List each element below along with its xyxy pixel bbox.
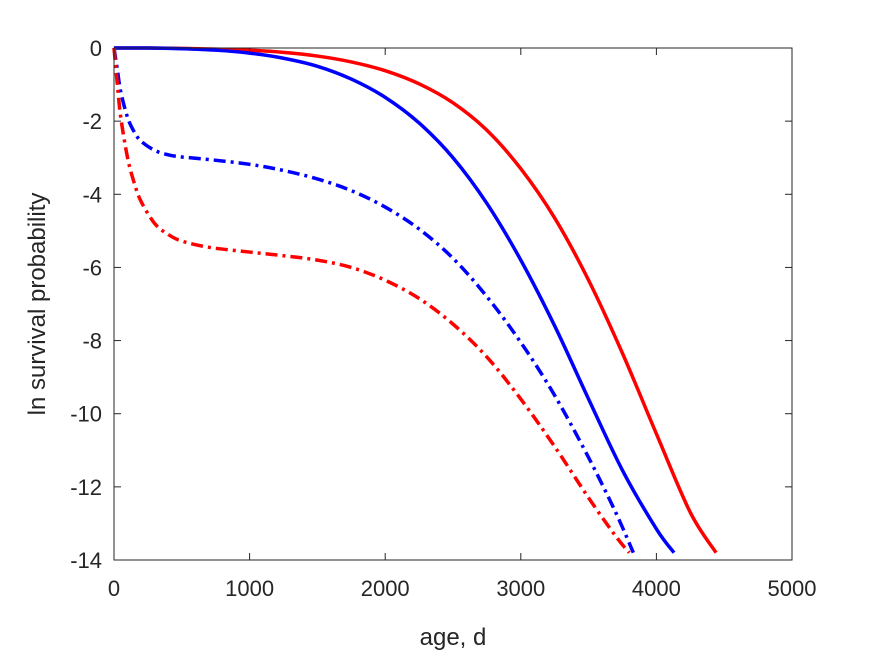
y-axis-label: ln survival probability [24, 193, 51, 416]
ticks-layer: 0 1000 2000 3000 4000 5000 0 -2 -4 -6 -8 -10 -12 -14 [70, 36, 816, 601]
y-tick-label: -10 [70, 402, 102, 427]
y-tick-label: 0 [90, 36, 102, 61]
y-tick-label: -12 [70, 475, 102, 500]
x-tick-label: 0 [108, 576, 120, 601]
series-line-4 [112, 47, 631, 554]
plot-background [114, 48, 792, 560]
x-tick-label: 4000 [632, 576, 681, 601]
y-tick-label: -2 [82, 109, 102, 134]
x-axis-label: age, d [420, 624, 487, 651]
series-line-3 [112, 47, 635, 554]
x-tick-label: 2000 [361, 576, 410, 601]
series-layer [112, 46, 718, 554]
plot-frame [113, 47, 793, 561]
y-tick-label: -6 [82, 255, 102, 280]
series-line-2 [113, 46, 676, 554]
y-tick-label: -8 [82, 329, 102, 354]
x-tick-label: 3000 [496, 576, 545, 601]
x-tick-label: 5000 [768, 576, 817, 601]
y-tick-label: -14 [70, 548, 102, 573]
y-tick-label: -4 [82, 182, 102, 207]
x-tick-label: 1000 [225, 576, 274, 601]
